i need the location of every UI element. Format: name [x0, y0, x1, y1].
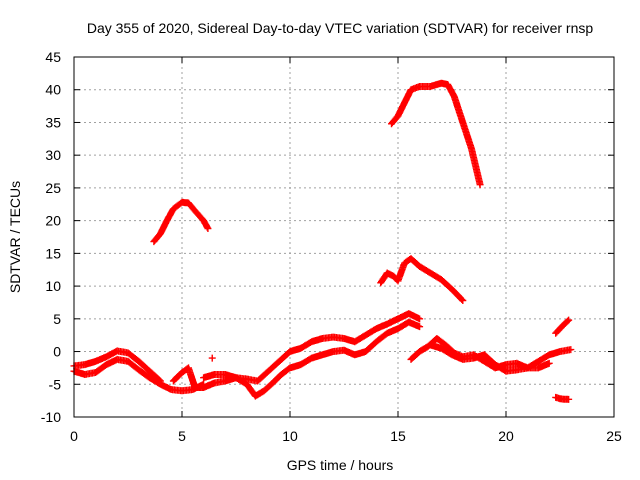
y-tick-label: 0 [53, 344, 61, 360]
series-arc-9 [426, 341, 553, 375]
series-isolated [208, 354, 216, 362]
series-markers [426, 341, 553, 375]
y-tick-label: 20 [45, 213, 61, 229]
data-layer [70, 79, 575, 403]
x-axis-label: GPS time / hours [287, 457, 394, 473]
series-arc-5 [200, 318, 424, 400]
axis-ticks [73, 56, 615, 418]
chart-title: Day 355 of 2020, Sidereal Day-to-day VTE… [87, 20, 593, 36]
series-markers [552, 316, 573, 337]
x-tick-label: 25 [606, 428, 622, 444]
series-markers [377, 255, 467, 304]
tick-labels: 0 5 10 15 20 25 -10 -5 0 5 10 15 20 25 30 35 40 45 [41, 49, 622, 444]
x-tick-label: 15 [390, 428, 406, 444]
plot-frame [73, 56, 615, 418]
y-tick-label: 10 [45, 278, 61, 294]
data-point [208, 354, 216, 362]
x-tick-label: 0 [70, 428, 78, 444]
y-tick-label: 40 [45, 82, 61, 98]
y-tick-label: 30 [45, 147, 61, 163]
series-markers [169, 310, 424, 391]
y-tick-label: -10 [41, 409, 61, 425]
series-arc-6 [377, 255, 467, 304]
x-tick-label: 20 [498, 428, 514, 444]
series-markers [200, 318, 424, 400]
series-markers [150, 198, 212, 246]
y-axis-label: SDTVAR / TECUs [7, 181, 23, 293]
series-arc-4 [169, 310, 424, 391]
y-tick-label: 15 [45, 245, 61, 261]
y-tick-label: 25 [45, 180, 61, 196]
y-tick-label: 35 [45, 114, 61, 130]
series-arc-7 [388, 79, 484, 189]
series-arc-10 [552, 316, 573, 337]
series-arc-3 [150, 198, 212, 246]
x-tick-label: 10 [282, 428, 298, 444]
y-tick-label: -5 [49, 376, 62, 392]
x-tick-label: 5 [178, 428, 186, 444]
series-arc-11 [552, 393, 573, 403]
series-markers [388, 79, 484, 189]
series-markers [552, 393, 573, 403]
y-tick-label: 45 [45, 49, 61, 65]
y-tick-label: 5 [53, 311, 61, 327]
